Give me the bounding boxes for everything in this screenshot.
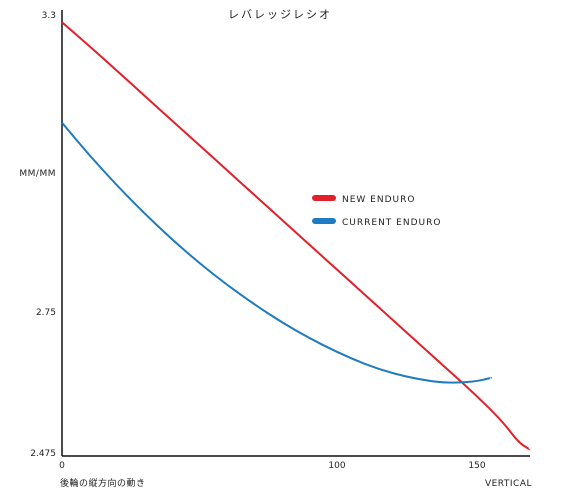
x-axis-label: 後輪の縦方向の動き — [60, 477, 146, 489]
legend-swatch-new-enduro — [312, 195, 336, 201]
x-axis-label-right: VERTICAL — [485, 479, 532, 489]
series-line-current-enduro — [61, 122, 493, 384]
series-layer — [61, 21, 531, 451]
legend-label-new-enduro: NEW ENDURO — [342, 195, 415, 205]
chart-title: レバレッジレシオ — [228, 8, 332, 21]
x-tick-label: 150 — [468, 461, 485, 471]
x-tick-label: 100 — [328, 461, 345, 471]
y-tick-label: 2.475 — [30, 449, 56, 459]
legend-swatch-current-enduro — [312, 218, 336, 224]
legend: NEW ENDURO CURRENT ENDURO — [312, 195, 441, 228]
series-line-new-enduro — [61, 21, 531, 451]
legend-label-current-enduro: CURRENT ENDURO — [342, 218, 441, 228]
y-axis-label: MM/MM — [19, 169, 56, 179]
y-tick-label: 2.75 — [36, 308, 56, 318]
y-tick-label: 3.3 — [42, 11, 56, 21]
x-tick-label: 0 — [59, 461, 65, 471]
